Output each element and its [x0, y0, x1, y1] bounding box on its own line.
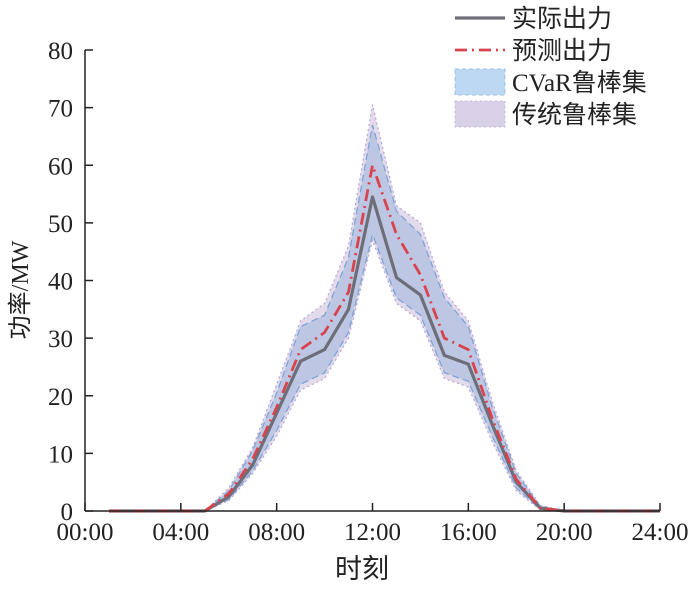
y-axis-label: 功率/MW [7, 240, 34, 339]
legend-label-actual-output: 实际出力 [512, 4, 612, 33]
plot-area [109, 104, 660, 513]
legend-symbol-cvar-robust-set [454, 68, 506, 96]
x-tick-label: 08:00 [248, 519, 305, 546]
x-tick-label: 04:00 [152, 519, 209, 546]
y-tick-label: 10 [48, 441, 73, 468]
legend-label-cvar-robust-set: CVaR鲁棒集 [512, 69, 647, 97]
x-tick-label: 16:00 [440, 519, 497, 546]
y-tick-label: 40 [48, 269, 73, 296]
x-tick-label: 24:00 [632, 519, 689, 546]
y-tick-label: 70 [48, 96, 73, 123]
legend-symbol-traditional-robust-set [454, 100, 506, 128]
axes: 0 10 20 30 40 50 60 70 80 00:00 04:00 08:00 12:00 16:… [48, 38, 688, 546]
y-tick-label: 30 [48, 326, 73, 353]
y-tick-label: 80 [48, 38, 73, 65]
y-tick-label: 0 [61, 499, 74, 526]
x-tick-label: 12:00 [344, 519, 401, 546]
y-tick-label: 20 [48, 384, 73, 411]
x-tick-label: 20:00 [536, 519, 593, 546]
x-axis-label: 时刻 [335, 554, 389, 584]
line-forecast-output [109, 163, 660, 513]
legend-label-forecast-output: 预测出力 [512, 36, 612, 65]
y-tick-label: 60 [48, 153, 73, 180]
band-traditional-robust-set [109, 104, 660, 512]
legend-label-traditional-robust-set: 传统鲁棒集 [512, 100, 637, 129]
band-cvar-robust-set [109, 124, 660, 512]
y-tick-label: 50 [48, 211, 73, 238]
x-tick-label: 00:00 [57, 519, 114, 546]
